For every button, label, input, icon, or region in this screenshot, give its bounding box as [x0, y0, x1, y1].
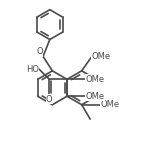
Text: O: O — [46, 95, 53, 103]
Text: HO: HO — [26, 65, 39, 74]
Text: OMe: OMe — [86, 92, 105, 101]
Text: OMe: OMe — [92, 52, 111, 61]
Text: O: O — [36, 47, 43, 56]
Text: OMe: OMe — [86, 75, 105, 84]
Text: OMe: OMe — [100, 100, 120, 109]
